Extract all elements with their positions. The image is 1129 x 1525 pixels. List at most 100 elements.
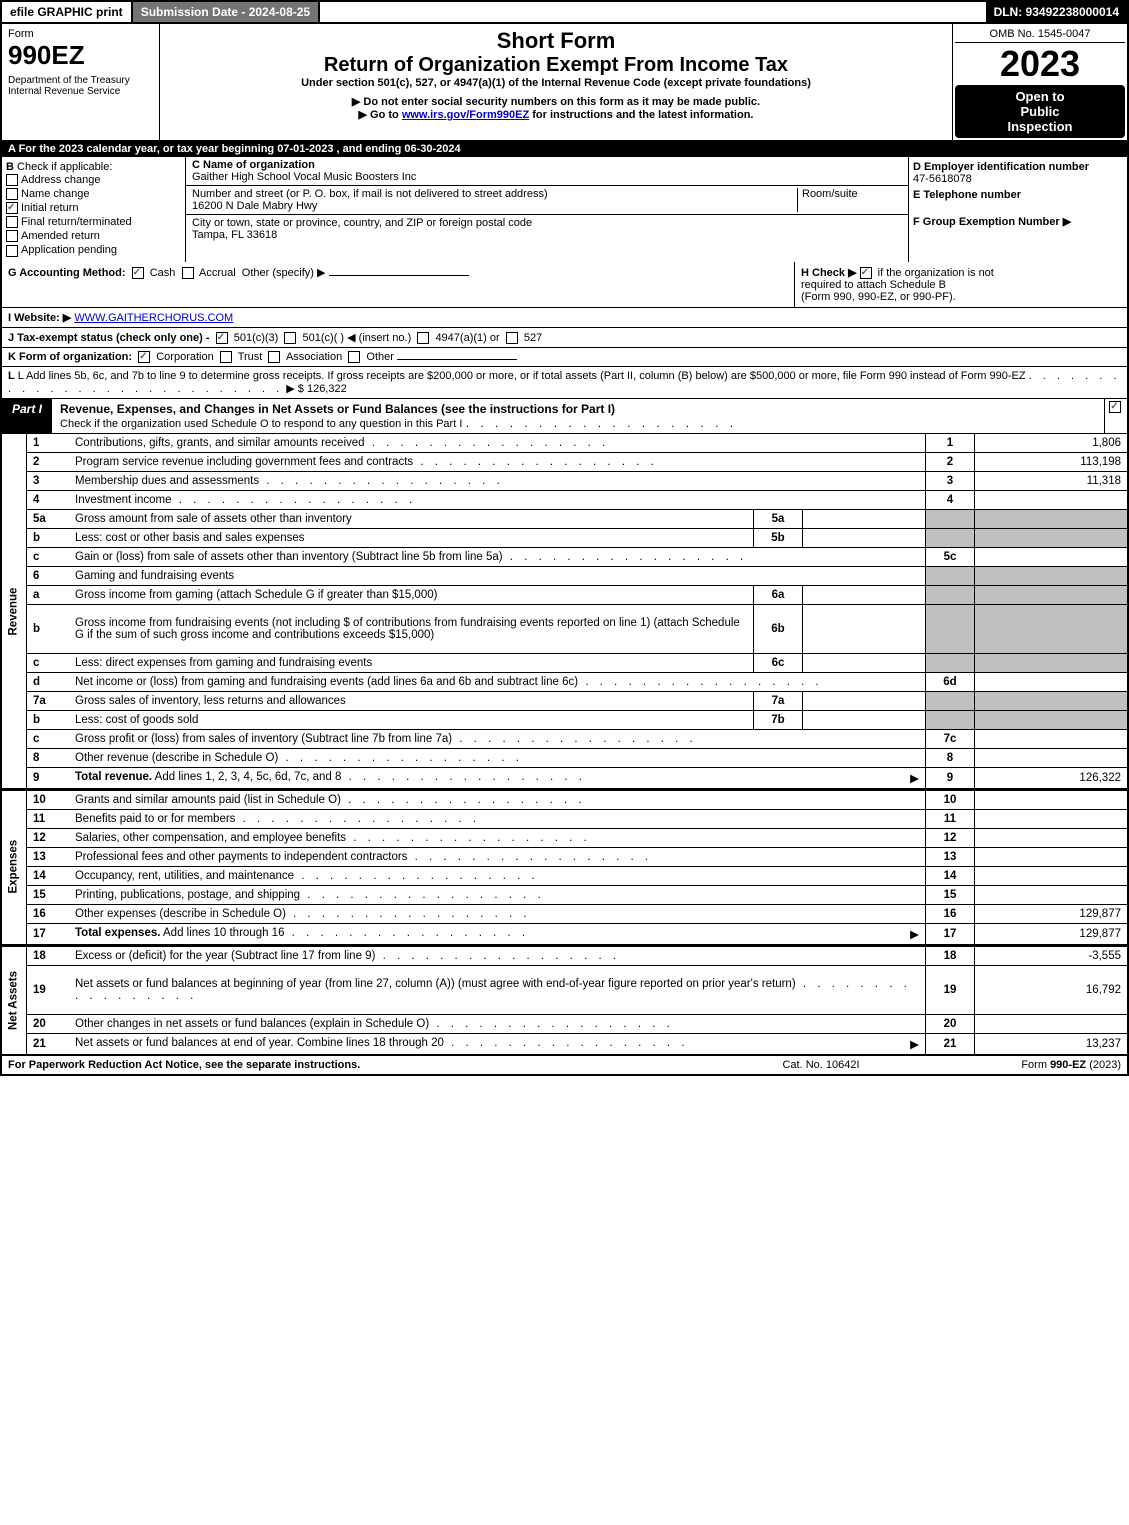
top-bar: efile GRAPHIC print Submission Date - 20… [0,0,1129,24]
checkbox-trust[interactable] [220,351,232,363]
checkbox-part1-schedule-o[interactable] [1109,401,1121,413]
label-ein: D Employer identification number [913,161,1123,173]
line-col-number: 8 [926,748,975,767]
line-number: a [27,585,70,604]
line-amount [975,748,1129,767]
subline-value [803,691,926,710]
line-col-number: 15 [926,885,975,904]
checkbox-name-change[interactable] [6,188,18,200]
checkbox-4947[interactable] [417,332,429,344]
line-number: 18 [27,946,70,966]
line-number: 15 [27,885,70,904]
line-amount [975,547,1129,566]
line-row: 21Net assets or fund balances at end of … [1,1033,1128,1055]
dept-irs: Internal Revenue Service [8,86,153,97]
line-row: 7aGross sales of inventory, less returns… [1,691,1128,710]
line-row: aGross income from gaming (attach Schedu… [1,585,1128,604]
line-col-number [926,509,975,528]
line-amount: 129,877 [975,923,1129,944]
label-street: Number and street (or P. O. box, if mail… [192,188,797,200]
line-amount [975,866,1129,885]
line-col-number: 13 [926,847,975,866]
line-row: cGross profit or (loss) from sales of in… [1,729,1128,748]
line-col-number: 3 [926,471,975,490]
irs-link[interactable]: www.irs.gov/Form990EZ [402,109,529,121]
line-description: Printing, publications, postage, and shi… [69,885,926,904]
checkbox-association[interactable] [268,351,280,363]
line-description: Gross income from gaming (attach Schedul… [69,585,754,604]
line-amount [975,509,1129,528]
line-amount [975,672,1129,691]
line-amount: 13,237 [975,1033,1129,1055]
line-number: 5a [27,509,70,528]
line-description: Contributions, gifts, grants, and simila… [69,434,926,453]
open-public-badge: Open to Public Inspection [955,85,1125,138]
subline-value [803,710,926,729]
line-col-number: 16 [926,904,975,923]
checkbox-accrual[interactable] [182,267,194,279]
line-number: 2 [27,452,70,471]
line-description: Less: cost or other basis and sales expe… [69,528,754,547]
paperwork-notice: For Paperwork Reduction Act Notice, see … [8,1059,721,1071]
ssn-note: ▶ Do not enter social security numbers o… [164,95,948,108]
line-number: 13 [27,847,70,866]
line-col-number: 11 [926,809,975,828]
checkbox-501c[interactable] [284,332,296,344]
line-description: Professional fees and other payments to … [69,847,926,866]
line-number: 8 [27,748,70,767]
org-name: Gaither High School Vocal Music Boosters… [192,171,902,183]
line-description: Benefits paid to or for members . . . . … [69,809,926,828]
form-header: Form 990EZ Department of the Treasury In… [0,24,1129,141]
return-title: Return of Organization Exempt From Incom… [164,54,948,77]
line-number: 19 [27,965,70,1014]
part1-tab: Part I [2,399,52,433]
line-row: 17Total expenses. Add lines 10 through 1… [1,923,1128,944]
checkbox-initial-return[interactable] [6,202,18,214]
subline-value [803,509,926,528]
line-number: b [27,604,70,653]
expenses-table: Expenses10Grants and similar amounts pai… [0,789,1129,945]
efile-print-button[interactable]: efile GRAPHIC print [2,2,133,22]
checkbox-application-pending[interactable] [6,245,18,257]
checkbox-address-change[interactable] [6,174,18,186]
checkbox-schedule-b[interactable] [860,267,872,279]
line-row: 13Professional fees and other payments t… [1,847,1128,866]
line-col-number [926,653,975,672]
subline-value [803,585,926,604]
submission-date: Submission Date - 2024-08-25 [133,2,320,22]
line-col-number [926,691,975,710]
line-number: 9 [27,767,70,788]
line-row: bLess: cost or other basis and sales exp… [1,528,1128,547]
checkbox-other-org[interactable] [348,351,360,363]
section-side-label: Revenue [1,434,27,789]
line-col-number: 1 [926,434,975,453]
checkbox-527[interactable] [506,332,518,344]
line-description: Other expenses (describe in Schedule O) … [69,904,926,923]
line-amount [975,885,1129,904]
line-col-number [926,585,975,604]
row-gh: G Accounting Method: Cash Accrual Other … [0,262,1129,308]
line-row: 4Investment income . . . . . . . . . . .… [1,490,1128,509]
line-row: bLess: cost of goods sold7b [1,710,1128,729]
line-row: Net Assets18Excess or (deficit) for the … [1,946,1128,966]
line-description: Membership dues and assessments . . . . … [69,471,926,490]
checkbox-corporation[interactable] [138,351,150,363]
label-org-name: C Name of organization [192,159,902,171]
website-link[interactable]: WWW.GAITHERCHORUS.COM [74,312,233,324]
line-col-number: 21 [926,1033,975,1055]
label-room: Room/suite [797,188,902,212]
checkbox-cash[interactable] [132,267,144,279]
form-label: Form [8,28,153,40]
subline-label: 6a [754,585,803,604]
line-description: Gross profit or (loss) from sales of inv… [69,729,926,748]
subline-value [803,653,926,672]
line-amount [975,729,1129,748]
subline-label: 5a [754,509,803,528]
line-row: Expenses10Grants and similar amounts pai… [1,790,1128,810]
section-side-label: Expenses [1,790,27,945]
checkbox-amended-return[interactable] [6,230,18,242]
line-description: Salaries, other compensation, and employ… [69,828,926,847]
checkbox-501c3[interactable] [216,332,228,344]
line-number: c [27,547,70,566]
checkbox-final-return[interactable] [6,216,18,228]
